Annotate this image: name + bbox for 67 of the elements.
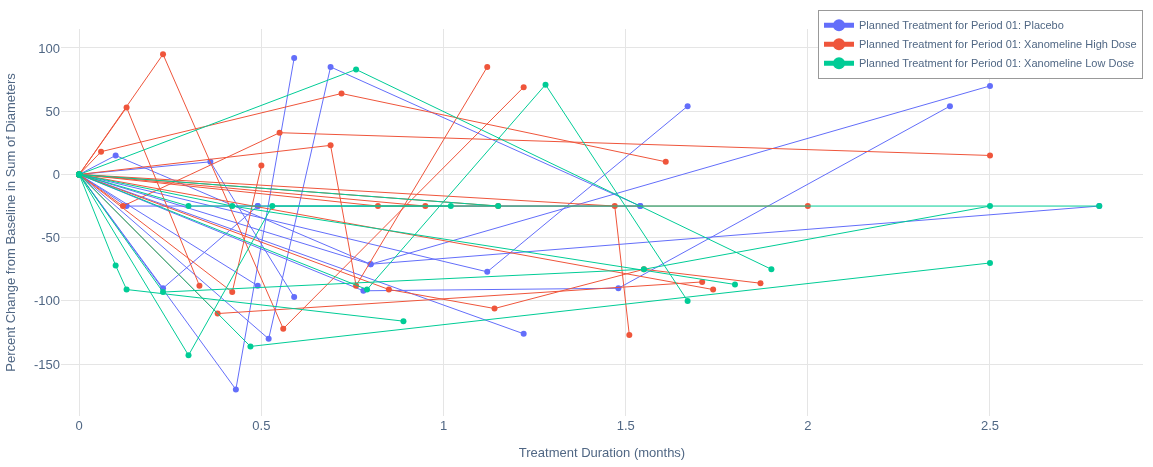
point — [385, 286, 392, 293]
y-tick-label: 50 — [45, 103, 60, 119]
point — [196, 282, 203, 289]
point — [710, 286, 717, 293]
point — [768, 266, 775, 273]
point — [247, 343, 254, 350]
point — [232, 386, 239, 393]
point — [112, 262, 119, 269]
point — [123, 104, 130, 111]
point — [542, 81, 549, 88]
point — [98, 148, 105, 155]
point — [327, 63, 334, 70]
point — [986, 152, 993, 159]
point — [626, 332, 633, 339]
point — [684, 103, 691, 110]
legend-label: Planned Treatment for Period 01: Placebo — [859, 19, 1064, 32]
point — [699, 278, 706, 285]
y-tick-label: 0 — [52, 166, 60, 182]
y-tick-label: -100 — [33, 293, 60, 309]
point — [986, 82, 993, 89]
x-tick-label: 2 — [804, 418, 812, 433]
point — [112, 152, 119, 159]
legend-label: Planned Treatment for Period 01: Xanomeline Low Dose — [859, 57, 1135, 70]
x-tick-label: 1.5 — [616, 418, 635, 433]
x-tick-label: 2.5 — [980, 418, 1000, 433]
y-tick-label: -150 — [33, 356, 60, 372]
x-tick-label: 0.5 — [252, 418, 271, 433]
point — [291, 55, 298, 62]
x-axis-title: Treatment Duration (months) — [518, 444, 686, 460]
point — [185, 352, 192, 359]
point — [684, 297, 691, 304]
point — [269, 203, 276, 210]
point — [123, 286, 130, 293]
point — [400, 318, 407, 325]
y-tick-label: 100 — [38, 40, 60, 56]
point — [946, 103, 953, 110]
point — [364, 286, 371, 293]
point — [119, 203, 126, 210]
x-tick-label: 1 — [439, 418, 448, 433]
x-tick-label: 0 — [75, 418, 83, 433]
point — [265, 335, 272, 342]
point — [276, 129, 283, 136]
point — [229, 289, 236, 296]
point — [229, 203, 236, 210]
point — [491, 305, 498, 312]
point — [258, 162, 265, 169]
point — [484, 268, 491, 275]
point — [291, 294, 298, 301]
point — [160, 289, 167, 296]
y-axis-title: Percent Change from Baseline in Sum of Diameters — [2, 72, 18, 372]
point — [484, 63, 491, 70]
point — [520, 84, 527, 91]
legend-label: Planned Treatment for Period 01: Xanomeline High Dose — [859, 38, 1137, 51]
point — [662, 158, 669, 165]
point — [327, 142, 334, 149]
point — [757, 280, 764, 287]
point — [160, 51, 167, 58]
point — [447, 203, 454, 210]
point — [338, 90, 345, 97]
point — [185, 203, 192, 210]
point — [280, 325, 287, 332]
point — [520, 330, 527, 337]
point — [731, 281, 738, 288]
point — [986, 259, 993, 266]
point — [353, 66, 360, 73]
y-tick-label: -50 — [41, 230, 60, 246]
point — [986, 203, 993, 210]
